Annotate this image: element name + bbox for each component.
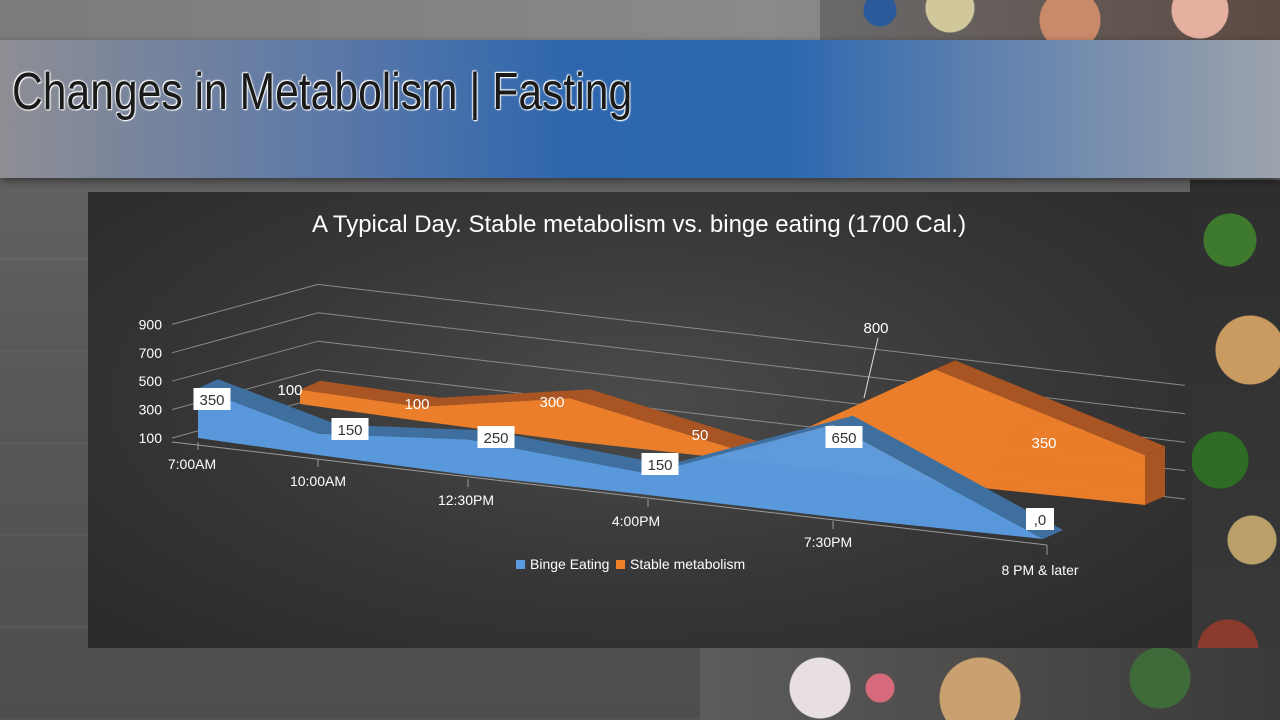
stable-ribbon-top-face bbox=[570, 389, 770, 454]
x-tick-label: 7:00AM bbox=[168, 456, 216, 472]
stable-data-label: 300 bbox=[539, 394, 564, 411]
binge-data-label: 650 bbox=[831, 430, 856, 447]
leader-line bbox=[863, 337, 879, 399]
data-labels: 350 150 250 150 650 ,0 100 100 300 50 800 350 bbox=[193, 320, 1057, 530]
x-tick-label: 10:00AM bbox=[290, 473, 346, 489]
binge-ribbon-top-face bbox=[833, 415, 1063, 539]
chart-title: A Typical Day. Stable metabolism vs. bin… bbox=[312, 211, 966, 238]
legend-label-stable: Stable metabolism bbox=[630, 556, 745, 572]
binge-eating-series bbox=[198, 379, 1063, 539]
y-tick-label: 900 bbox=[139, 316, 163, 332]
legend-swatch-binge bbox=[516, 560, 525, 569]
food-photo-bottom bbox=[700, 648, 1280, 720]
binge-data-label: 250 bbox=[483, 430, 508, 447]
x-axis-ticks: 7:00AM 10:00AM 12:30PM 4:00PM 7:30PM 8 PM & l… bbox=[168, 442, 1079, 578]
binge-ribbon-top-face bbox=[468, 430, 668, 474]
stable-ribbon-end-cap bbox=[1145, 446, 1165, 505]
chart-legend: Binge Eating Stable metabolism bbox=[516, 556, 745, 572]
y-axis-ticks: 900 700 500 300 100 bbox=[139, 316, 163, 446]
binge-data-label: 150 bbox=[647, 457, 672, 474]
chart-panel: A Typical Day. Stable metabolism vs. bin… bbox=[88, 192, 1192, 648]
binge-data-label: ,0 bbox=[1034, 512, 1047, 529]
binge-ribbon-front bbox=[198, 388, 1043, 539]
binge-label-box bbox=[193, 388, 231, 410]
stable-data-label: 800 bbox=[863, 320, 888, 337]
y-tick-label: 100 bbox=[139, 430, 163, 446]
y-tick-label: 700 bbox=[139, 345, 163, 361]
legend-swatch-stable bbox=[616, 560, 625, 569]
binge-ribbon-top-face bbox=[648, 415, 853, 474]
y-tick-label: 300 bbox=[139, 402, 163, 418]
binge-data-label: 150 bbox=[337, 422, 362, 439]
binge-label-box bbox=[331, 418, 369, 440]
binge-label-box bbox=[825, 426, 863, 448]
stable-data-label: 100 bbox=[404, 396, 429, 413]
stable-data-label: 100 bbox=[277, 382, 302, 399]
binge-data-label: 350 bbox=[199, 392, 224, 409]
food-photo-right bbox=[1190, 180, 1280, 720]
x-tick-label: 8 PM & later bbox=[1001, 562, 1078, 578]
stable-ribbon-top-face bbox=[420, 389, 590, 407]
gridline bbox=[171, 312, 1186, 415]
y-tick-label: 500 bbox=[139, 373, 163, 389]
slide-title: Changes in Metabolism | Fasting bbox=[12, 63, 633, 121]
stable-ribbon-top-face bbox=[300, 380, 440, 407]
binge-label-box bbox=[641, 453, 679, 475]
x-tick-label: 12:30PM bbox=[438, 492, 494, 508]
gridline bbox=[171, 283, 1186, 386]
x-tick-label: 7:30PM bbox=[804, 534, 852, 550]
binge-label-box bbox=[477, 426, 515, 448]
binge-ribbon-top-face bbox=[198, 379, 338, 434]
area-chart-3d: A Typical Day. Stable metabolism vs. bin… bbox=[139, 211, 1186, 578]
legend-label-binge: Binge Eating bbox=[530, 556, 609, 572]
stable-data-label: 50 bbox=[692, 427, 709, 444]
title-band bbox=[0, 40, 1280, 178]
x-tick-label: 4:00PM bbox=[612, 513, 660, 529]
food-photo-top bbox=[820, 0, 1280, 40]
stable-ribbon-top-face bbox=[935, 360, 1165, 456]
stable-data-label: 350 bbox=[1031, 435, 1056, 452]
binge-label-box bbox=[1026, 508, 1054, 530]
